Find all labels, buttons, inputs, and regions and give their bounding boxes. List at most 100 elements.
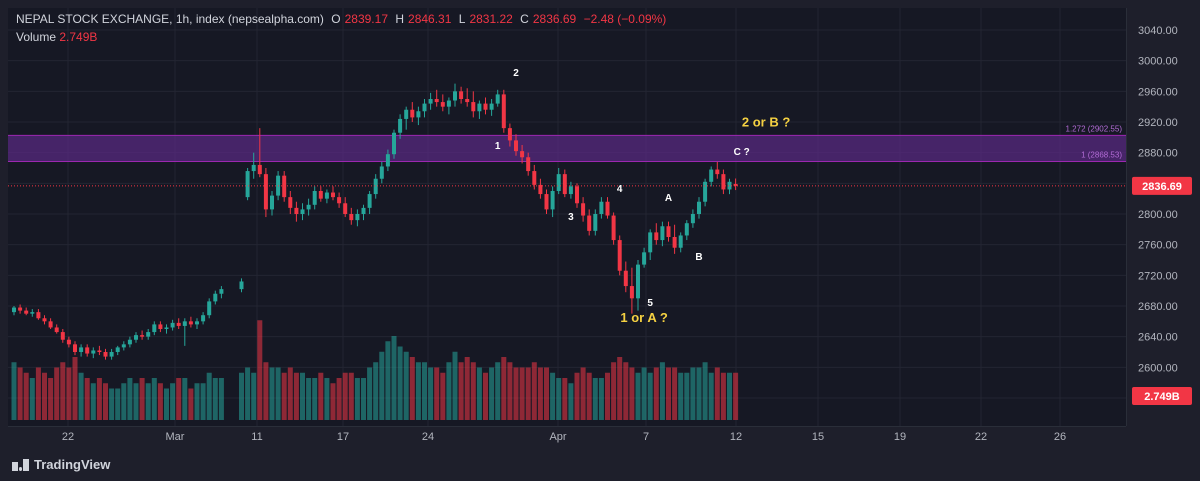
wave-label: A	[665, 193, 672, 204]
volume-bar	[635, 372, 641, 420]
tradingview-brand[interactable]: TradingView	[12, 457, 110, 472]
fib-label-1272: 1.272 (2902.55)	[1066, 124, 1123, 133]
volume-bar	[239, 372, 244, 420]
candle-body	[361, 207, 366, 214]
candle-body	[257, 164, 262, 175]
volume-bar	[330, 383, 336, 420]
candle-body	[18, 307, 23, 311]
candle-body	[385, 154, 390, 167]
volume-bar	[415, 362, 421, 420]
volume-bar	[586, 372, 592, 420]
volume-bar	[29, 378, 35, 420]
candle-body	[465, 99, 470, 103]
volume-bar	[714, 367, 720, 420]
volume-label[interactable]: Volume	[16, 30, 57, 44]
candle-body	[471, 102, 476, 112]
candle-body	[73, 344, 77, 352]
candle-body	[483, 103, 488, 110]
candle-body	[294, 207, 299, 214]
candle-body	[514, 140, 518, 152]
volume-bar	[379, 351, 385, 420]
candle-body	[324, 192, 329, 199]
price-tick-label: 3040.00	[1138, 25, 1178, 37]
volume-bar	[170, 383, 176, 420]
volume-bar	[720, 372, 726, 420]
candle-body	[550, 191, 555, 210]
candle-body	[306, 204, 311, 210]
candle-body	[410, 109, 415, 118]
candle-body	[270, 195, 274, 210]
volume-bar	[464, 357, 470, 420]
volume-bar	[251, 372, 257, 420]
volume-bar	[525, 367, 531, 420]
candle-body	[733, 183, 738, 186]
volume-bar	[263, 362, 269, 420]
volume-bar	[544, 367, 549, 420]
candle-body	[715, 169, 720, 175]
volume-bar	[200, 383, 206, 420]
symbol-title[interactable]: NEPAL STOCK EXCHANGE, 1h, index (nepseal…	[16, 12, 324, 26]
candle-body	[337, 197, 342, 204]
volume-bar	[84, 378, 90, 420]
candle-body	[164, 327, 169, 329]
volume-bar	[489, 367, 495, 420]
candle-body	[213, 293, 218, 302]
change-value: −2.48 (−0.09%)	[583, 12, 667, 26]
candle-body	[599, 201, 604, 214]
time-tick-label: 22	[62, 431, 74, 443]
volume-bar	[318, 372, 324, 420]
volume-bar	[257, 320, 263, 420]
volume-bar	[446, 362, 452, 420]
volume-bar	[470, 362, 476, 420]
candle-body	[660, 226, 665, 241]
plot-area[interactable]	[8, 8, 1126, 426]
candle-body	[36, 312, 41, 319]
candle-body	[703, 181, 708, 202]
scenario-annotation: 2 or B ?	[742, 115, 790, 130]
candle-body	[318, 191, 323, 199]
volume-bar	[391, 336, 397, 420]
candle-body	[562, 174, 567, 195]
volume-bar	[483, 372, 488, 420]
volume-bar	[678, 372, 684, 420]
volume-bar	[537, 367, 543, 420]
volume-legend: Volume 2.749B	[16, 30, 97, 44]
volume-bar	[35, 367, 41, 420]
wave-label: C ?	[734, 147, 750, 158]
volume-bar	[194, 383, 200, 420]
candle-body	[146, 332, 151, 337]
volume-bar	[103, 383, 108, 420]
volume-bar	[458, 362, 464, 420]
volume-bar	[348, 372, 354, 420]
volume-bar	[598, 378, 604, 420]
volume-bar	[727, 372, 732, 420]
volume-bar	[361, 378, 366, 420]
volume-bar	[275, 367, 281, 420]
candle-body	[245, 171, 250, 198]
volume-bar	[385, 341, 391, 420]
volume-bar	[513, 367, 519, 420]
high-label: H	[395, 12, 405, 26]
volume-bar	[342, 372, 348, 420]
high-value: 2846.31	[408, 12, 452, 26]
candle-body	[30, 312, 35, 314]
candle-body	[85, 347, 90, 354]
candle-body	[727, 181, 732, 190]
volume-bar	[54, 367, 60, 420]
time-tick-label: 22	[975, 431, 987, 443]
candle-body	[520, 151, 525, 158]
volume-bar	[324, 378, 330, 420]
candle-body	[176, 322, 181, 326]
candle-body	[91, 350, 96, 354]
candle-body	[182, 321, 187, 326]
candle-body	[568, 186, 573, 195]
candle-body	[103, 352, 108, 357]
candle-body	[42, 318, 47, 322]
volume-bar	[574, 372, 580, 420]
candle-body	[66, 339, 71, 345]
volume-bar	[403, 351, 409, 420]
candle-body	[538, 184, 543, 195]
candle-body	[593, 214, 598, 231]
volume-bar	[428, 367, 434, 420]
